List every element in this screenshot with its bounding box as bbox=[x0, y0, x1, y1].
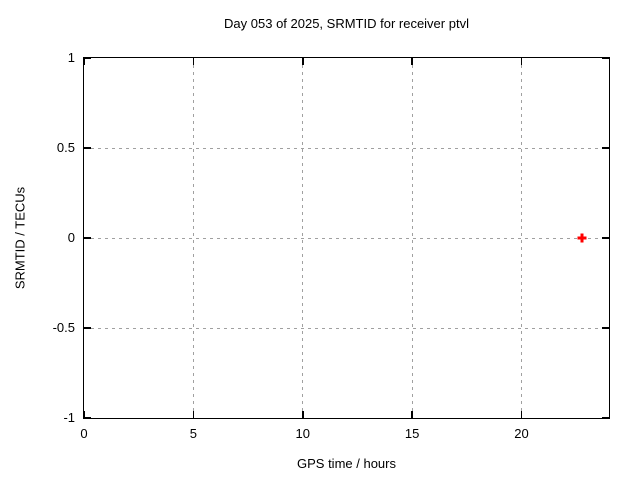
y-tick-mark-right bbox=[602, 57, 609, 59]
y-tick-label: -1 bbox=[63, 410, 75, 425]
marker-bar bbox=[580, 233, 584, 243]
y-tick-label: 0 bbox=[67, 230, 75, 245]
x-tick-label: 20 bbox=[514, 426, 529, 441]
x-tick-mark bbox=[83, 411, 85, 418]
horizontal-gridline bbox=[84, 327, 609, 329]
y-tick-label: 0.5 bbox=[56, 140, 75, 155]
x-tick-label: 10 bbox=[295, 426, 310, 441]
y-axis-label: SRMTID / TECUs bbox=[12, 186, 28, 290]
x-tick-mark-top bbox=[83, 58, 85, 65]
y-tick-label: -0.5 bbox=[52, 320, 75, 335]
x-tick-label: 15 bbox=[404, 426, 420, 441]
x-tick-mark bbox=[302, 411, 304, 418]
data-point-marker bbox=[577, 233, 587, 243]
x-tick-mark-top bbox=[302, 58, 304, 65]
x-tick-mark bbox=[520, 411, 523, 418]
x-tick-label: 0 bbox=[80, 426, 88, 441]
x-axis-label: GPS time / hours bbox=[297, 456, 396, 471]
horizontal-gridline bbox=[84, 147, 609, 149]
y-tick-mark-right bbox=[602, 417, 609, 419]
x-tick-label: 5 bbox=[189, 426, 197, 441]
x-tick-mark-top bbox=[192, 58, 195, 65]
y-tick-mark bbox=[84, 57, 91, 59]
x-tick-mark-top bbox=[520, 58, 523, 65]
y-tick-label: 1 bbox=[67, 50, 75, 65]
x-tick-mark-top bbox=[411, 58, 413, 65]
chart-title: Day 053 of 2025, SRMTID for receiver ptv… bbox=[224, 16, 469, 31]
y-tick-mark-right bbox=[602, 147, 609, 149]
y-tick-mark bbox=[84, 417, 91, 419]
x-tick-mark bbox=[192, 411, 195, 418]
horizontal-gridline bbox=[84, 237, 609, 239]
y-tick-mark-right bbox=[602, 237, 609, 239]
plot-area: 0 5 10 15 20 1 0.5 0 -0.5 -1 bbox=[53, 51, 610, 441]
y-tick-mark bbox=[84, 327, 91, 329]
y-tick-mark bbox=[84, 237, 91, 239]
y-tick-mark bbox=[84, 147, 91, 149]
x-tick-mark bbox=[411, 411, 413, 418]
y-tick-mark-right bbox=[602, 327, 609, 329]
